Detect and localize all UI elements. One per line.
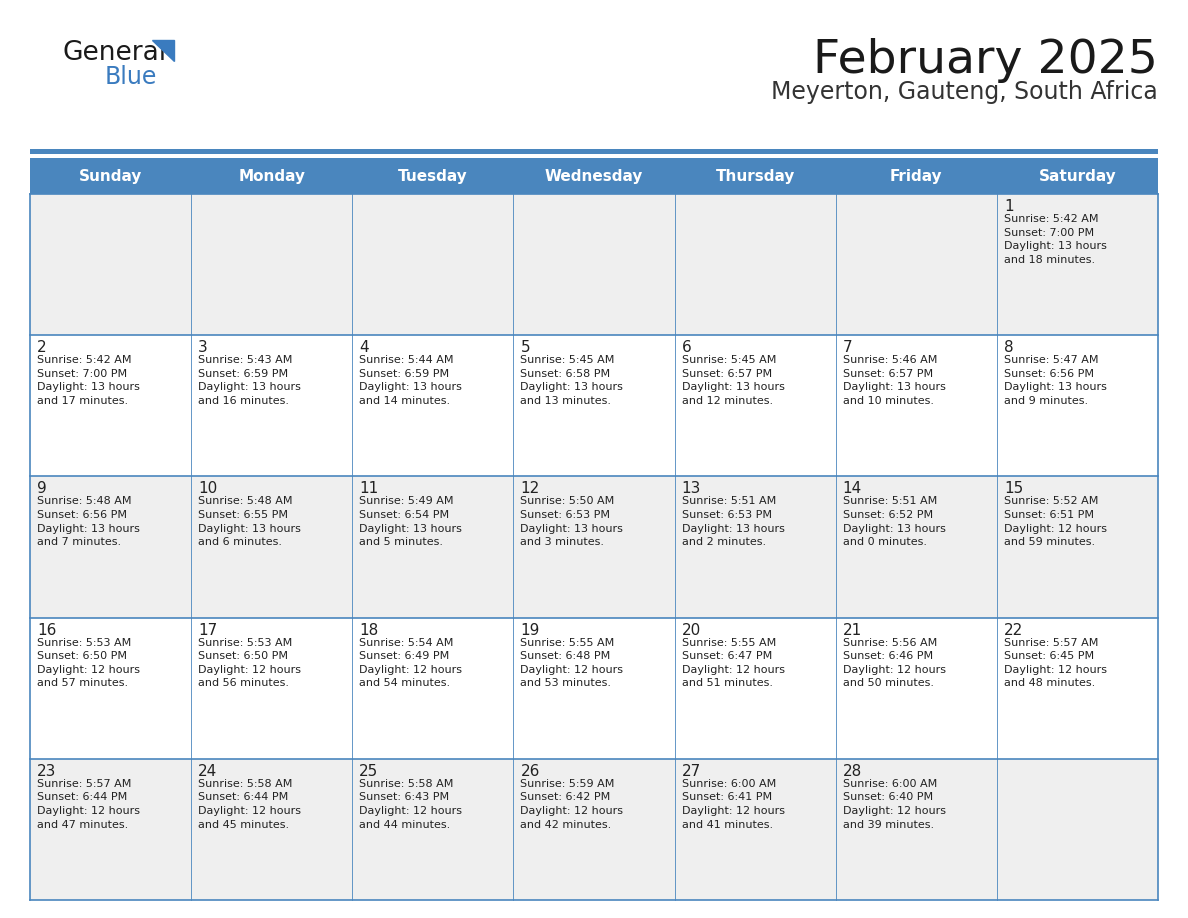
Text: 4: 4 bbox=[359, 341, 369, 355]
Text: Sunrise: 5:44 AM
Sunset: 6:59 PM
Daylight: 13 hours
and 14 minutes.: Sunrise: 5:44 AM Sunset: 6:59 PM Dayligh… bbox=[359, 355, 462, 406]
Text: Sunrise: 5:56 AM
Sunset: 6:46 PM
Daylight: 12 hours
and 50 minutes.: Sunrise: 5:56 AM Sunset: 6:46 PM Dayligh… bbox=[842, 638, 946, 688]
Text: 9: 9 bbox=[37, 481, 46, 497]
Text: 5: 5 bbox=[520, 341, 530, 355]
Text: Monday: Monday bbox=[239, 169, 305, 184]
Text: Thursday: Thursday bbox=[715, 169, 795, 184]
Text: 13: 13 bbox=[682, 481, 701, 497]
Text: 25: 25 bbox=[359, 764, 379, 778]
Text: 16: 16 bbox=[37, 622, 56, 638]
Text: 11: 11 bbox=[359, 481, 379, 497]
Bar bbox=[30, 158, 1158, 194]
Text: Sunrise: 5:47 AM
Sunset: 6:56 PM
Daylight: 13 hours
and 9 minutes.: Sunrise: 5:47 AM Sunset: 6:56 PM Dayligh… bbox=[1004, 355, 1107, 406]
Text: 6: 6 bbox=[682, 341, 691, 355]
Text: 3: 3 bbox=[198, 341, 208, 355]
Text: Sunrise: 5:59 AM
Sunset: 6:42 PM
Daylight: 12 hours
and 42 minutes.: Sunrise: 5:59 AM Sunset: 6:42 PM Dayligh… bbox=[520, 778, 624, 830]
Bar bbox=[30, 335, 1158, 476]
Text: 15: 15 bbox=[1004, 481, 1023, 497]
Text: 28: 28 bbox=[842, 764, 862, 778]
Text: 26: 26 bbox=[520, 764, 539, 778]
Text: 14: 14 bbox=[842, 481, 862, 497]
Text: 1: 1 bbox=[1004, 199, 1013, 214]
Text: Sunrise: 5:55 AM
Sunset: 6:47 PM
Daylight: 12 hours
and 51 minutes.: Sunrise: 5:55 AM Sunset: 6:47 PM Dayligh… bbox=[682, 638, 784, 688]
Text: Sunrise: 5:46 AM
Sunset: 6:57 PM
Daylight: 13 hours
and 10 minutes.: Sunrise: 5:46 AM Sunset: 6:57 PM Dayligh… bbox=[842, 355, 946, 406]
Bar bbox=[30, 194, 1158, 335]
Text: Sunrise: 5:48 AM
Sunset: 6:56 PM
Daylight: 13 hours
and 7 minutes.: Sunrise: 5:48 AM Sunset: 6:56 PM Dayligh… bbox=[37, 497, 140, 547]
Text: General: General bbox=[63, 40, 168, 66]
Text: 10: 10 bbox=[198, 481, 217, 497]
Text: Sunrise: 5:58 AM
Sunset: 6:44 PM
Daylight: 12 hours
and 45 minutes.: Sunrise: 5:58 AM Sunset: 6:44 PM Dayligh… bbox=[198, 778, 301, 830]
Text: 19: 19 bbox=[520, 622, 539, 638]
Text: Sunrise: 5:48 AM
Sunset: 6:55 PM
Daylight: 13 hours
and 6 minutes.: Sunrise: 5:48 AM Sunset: 6:55 PM Dayligh… bbox=[198, 497, 301, 547]
Text: Saturday: Saturday bbox=[1038, 169, 1117, 184]
Text: Sunrise: 5:57 AM
Sunset: 6:45 PM
Daylight: 12 hours
and 48 minutes.: Sunrise: 5:57 AM Sunset: 6:45 PM Dayligh… bbox=[1004, 638, 1107, 688]
Text: Sunrise: 5:52 AM
Sunset: 6:51 PM
Daylight: 12 hours
and 59 minutes.: Sunrise: 5:52 AM Sunset: 6:51 PM Dayligh… bbox=[1004, 497, 1107, 547]
Bar bbox=[30, 149, 1158, 154]
Text: Sunrise: 5:45 AM
Sunset: 6:58 PM
Daylight: 13 hours
and 13 minutes.: Sunrise: 5:45 AM Sunset: 6:58 PM Dayligh… bbox=[520, 355, 624, 406]
Text: Sunrise: 5:43 AM
Sunset: 6:59 PM
Daylight: 13 hours
and 16 minutes.: Sunrise: 5:43 AM Sunset: 6:59 PM Dayligh… bbox=[198, 355, 301, 406]
Text: 12: 12 bbox=[520, 481, 539, 497]
Text: Sunday: Sunday bbox=[78, 169, 143, 184]
Text: Sunrise: 5:50 AM
Sunset: 6:53 PM
Daylight: 13 hours
and 3 minutes.: Sunrise: 5:50 AM Sunset: 6:53 PM Dayligh… bbox=[520, 497, 624, 547]
Polygon shape bbox=[152, 40, 173, 61]
Text: Meyerton, Gauteng, South Africa: Meyerton, Gauteng, South Africa bbox=[771, 80, 1158, 104]
Text: 7: 7 bbox=[842, 341, 852, 355]
Text: Sunrise: 5:58 AM
Sunset: 6:43 PM
Daylight: 12 hours
and 44 minutes.: Sunrise: 5:58 AM Sunset: 6:43 PM Dayligh… bbox=[359, 778, 462, 830]
Text: Sunrise: 5:53 AM
Sunset: 6:50 PM
Daylight: 12 hours
and 57 minutes.: Sunrise: 5:53 AM Sunset: 6:50 PM Dayligh… bbox=[37, 638, 140, 688]
Text: February 2025: February 2025 bbox=[813, 38, 1158, 83]
Text: Sunrise: 5:51 AM
Sunset: 6:52 PM
Daylight: 13 hours
and 0 minutes.: Sunrise: 5:51 AM Sunset: 6:52 PM Dayligh… bbox=[842, 497, 946, 547]
Text: Sunrise: 5:42 AM
Sunset: 7:00 PM
Daylight: 13 hours
and 18 minutes.: Sunrise: 5:42 AM Sunset: 7:00 PM Dayligh… bbox=[1004, 214, 1107, 264]
Text: 20: 20 bbox=[682, 622, 701, 638]
Bar bbox=[30, 759, 1158, 900]
Bar bbox=[30, 476, 1158, 618]
Text: Sunrise: 5:51 AM
Sunset: 6:53 PM
Daylight: 13 hours
and 2 minutes.: Sunrise: 5:51 AM Sunset: 6:53 PM Dayligh… bbox=[682, 497, 784, 547]
Text: Sunrise: 5:53 AM
Sunset: 6:50 PM
Daylight: 12 hours
and 56 minutes.: Sunrise: 5:53 AM Sunset: 6:50 PM Dayligh… bbox=[198, 638, 301, 688]
Text: Sunrise: 5:49 AM
Sunset: 6:54 PM
Daylight: 13 hours
and 5 minutes.: Sunrise: 5:49 AM Sunset: 6:54 PM Dayligh… bbox=[359, 497, 462, 547]
Text: Friday: Friday bbox=[890, 169, 942, 184]
Text: Sunrise: 5:57 AM
Sunset: 6:44 PM
Daylight: 12 hours
and 47 minutes.: Sunrise: 5:57 AM Sunset: 6:44 PM Dayligh… bbox=[37, 778, 140, 830]
Text: Sunrise: 5:54 AM
Sunset: 6:49 PM
Daylight: 12 hours
and 54 minutes.: Sunrise: 5:54 AM Sunset: 6:49 PM Dayligh… bbox=[359, 638, 462, 688]
Text: Sunrise: 5:55 AM
Sunset: 6:48 PM
Daylight: 12 hours
and 53 minutes.: Sunrise: 5:55 AM Sunset: 6:48 PM Dayligh… bbox=[520, 638, 624, 688]
Text: Sunrise: 5:42 AM
Sunset: 7:00 PM
Daylight: 13 hours
and 17 minutes.: Sunrise: 5:42 AM Sunset: 7:00 PM Dayligh… bbox=[37, 355, 140, 406]
Text: 2: 2 bbox=[37, 341, 46, 355]
Text: Wednesday: Wednesday bbox=[545, 169, 643, 184]
Text: Sunrise: 6:00 AM
Sunset: 6:41 PM
Daylight: 12 hours
and 41 minutes.: Sunrise: 6:00 AM Sunset: 6:41 PM Dayligh… bbox=[682, 778, 784, 830]
Text: 22: 22 bbox=[1004, 622, 1023, 638]
Text: Tuesday: Tuesday bbox=[398, 169, 468, 184]
Text: 21: 21 bbox=[842, 622, 862, 638]
Text: Sunrise: 6:00 AM
Sunset: 6:40 PM
Daylight: 12 hours
and 39 minutes.: Sunrise: 6:00 AM Sunset: 6:40 PM Dayligh… bbox=[842, 778, 946, 830]
Text: 27: 27 bbox=[682, 764, 701, 778]
Text: 18: 18 bbox=[359, 622, 379, 638]
Text: 8: 8 bbox=[1004, 341, 1013, 355]
Text: 23: 23 bbox=[37, 764, 56, 778]
Text: 24: 24 bbox=[198, 764, 217, 778]
Text: Sunrise: 5:45 AM
Sunset: 6:57 PM
Daylight: 13 hours
and 12 minutes.: Sunrise: 5:45 AM Sunset: 6:57 PM Dayligh… bbox=[682, 355, 784, 406]
Text: Blue: Blue bbox=[105, 65, 157, 89]
Text: 17: 17 bbox=[198, 622, 217, 638]
Bar bbox=[30, 618, 1158, 759]
